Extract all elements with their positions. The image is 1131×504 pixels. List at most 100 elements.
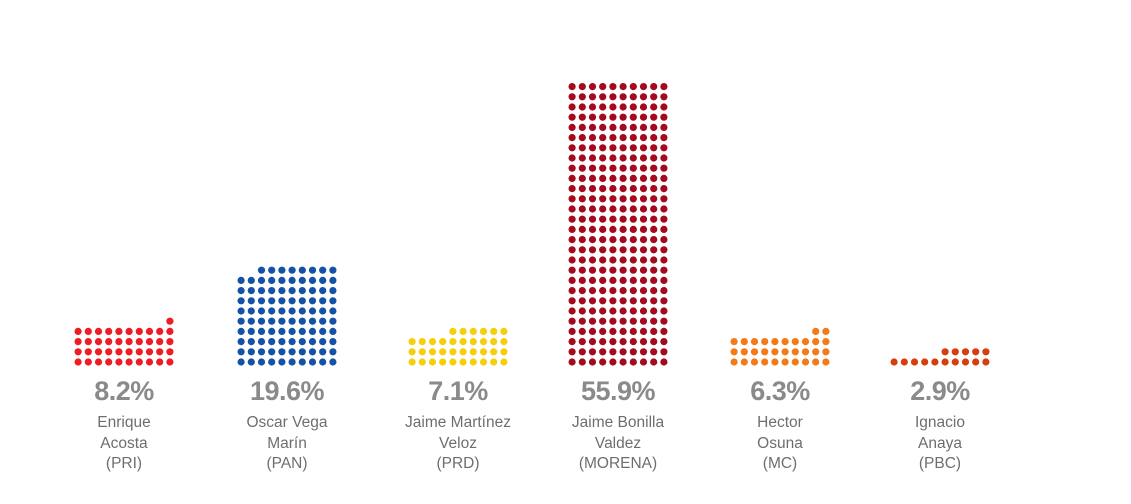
bar-dot xyxy=(609,338,617,346)
party-label: (PRI) xyxy=(105,455,143,472)
bar-dot xyxy=(639,256,648,264)
bar-dot xyxy=(588,195,597,203)
bar-dot xyxy=(568,276,576,284)
bar-dot xyxy=(115,358,123,366)
bar-dot xyxy=(578,113,586,121)
bar-dot xyxy=(599,144,607,152)
bar-dot xyxy=(449,348,457,356)
bar-dot xyxy=(166,317,174,325)
percent-label: 8.2% xyxy=(94,376,154,406)
candidate-name-line: Ignacio xyxy=(915,414,965,431)
bar-dot xyxy=(740,358,748,366)
bar-dot xyxy=(268,297,276,305)
bar-dot xyxy=(609,144,617,152)
bar-dot xyxy=(568,225,576,233)
bar-dot xyxy=(298,327,306,335)
bar-dot xyxy=(115,327,123,335)
bar-dot xyxy=(578,236,586,244)
bar-dot xyxy=(619,246,627,254)
bar-dot xyxy=(650,185,658,193)
bar-dot xyxy=(650,134,658,142)
bar-dot xyxy=(469,338,477,346)
bar-dot xyxy=(650,327,658,335)
bar-dot xyxy=(629,185,637,193)
bar-dot xyxy=(639,164,648,172)
bar-dot xyxy=(599,154,607,162)
bar-dot xyxy=(609,185,617,193)
bar-dot xyxy=(490,338,498,346)
bar-dot xyxy=(418,348,426,356)
bar-dot xyxy=(308,307,317,315)
bar-dot xyxy=(278,276,286,284)
bar-dot xyxy=(599,134,607,142)
bar-dot xyxy=(660,113,668,121)
bar-dot xyxy=(650,236,658,244)
bar-dot xyxy=(115,338,123,346)
bar-dot xyxy=(660,225,668,233)
bar-dot xyxy=(319,287,327,295)
bar-dot xyxy=(298,266,306,274)
bar-dot xyxy=(237,348,245,356)
bar-dot xyxy=(568,154,576,162)
bar-dot xyxy=(639,276,648,284)
bar-dot xyxy=(125,348,133,356)
bar-dot xyxy=(319,317,327,325)
bar-dot xyxy=(599,93,607,101)
bar-dot xyxy=(660,287,668,295)
bar-dot xyxy=(609,205,617,213)
bar-dot xyxy=(619,287,627,295)
bar-dot xyxy=(125,338,133,346)
bar-dot xyxy=(771,348,779,356)
bar-dot xyxy=(781,358,789,366)
bar-dot xyxy=(629,123,637,131)
percent-label: 6.3% xyxy=(750,376,810,406)
bar-dot xyxy=(578,123,586,131)
bar-dot xyxy=(639,266,648,274)
bar-dot xyxy=(740,338,748,346)
bar-dot xyxy=(619,225,627,233)
bar-dot xyxy=(268,287,276,295)
bar-dot xyxy=(588,134,597,142)
bar-dot xyxy=(639,134,648,142)
bar-dot xyxy=(650,195,658,203)
bar-dot xyxy=(288,287,296,295)
bar-dot xyxy=(660,103,668,111)
bar-dot xyxy=(619,276,627,284)
bar-dot xyxy=(619,144,627,152)
bar-dot xyxy=(408,348,416,356)
bar-dot xyxy=(629,164,637,172)
bar-dot xyxy=(650,317,658,325)
bar-dot xyxy=(609,174,617,182)
bar-dot xyxy=(650,174,658,182)
bar-dot xyxy=(319,327,327,335)
bar-dot xyxy=(578,297,586,305)
bar-dot xyxy=(660,307,668,315)
bar-dot xyxy=(288,338,296,346)
bar-dot xyxy=(578,358,586,366)
bar-dot xyxy=(660,164,668,172)
bar-dot xyxy=(568,164,576,172)
bar-dot xyxy=(599,287,607,295)
bar-dot xyxy=(578,215,586,223)
bar-dot xyxy=(650,256,658,264)
bar-dot xyxy=(278,327,286,335)
bar-dot xyxy=(619,185,627,193)
bar-dot xyxy=(791,348,799,356)
bar-dot xyxy=(650,113,658,121)
bar-dot xyxy=(609,215,617,223)
bar-dot xyxy=(257,307,266,315)
bar-dot xyxy=(619,154,627,162)
bar-dot xyxy=(247,276,255,284)
bar-dot xyxy=(568,144,576,152)
bar-dot xyxy=(650,225,658,233)
bar-dot xyxy=(801,358,810,366)
bar-dot xyxy=(599,256,607,264)
bar-dot xyxy=(629,225,637,233)
bar-dot xyxy=(459,348,467,356)
bar-dot xyxy=(268,358,276,366)
bar-dot xyxy=(619,338,627,346)
bar-dot xyxy=(568,307,576,315)
bar-dot xyxy=(921,358,929,366)
bar-dot xyxy=(771,338,779,346)
bar-dot xyxy=(609,246,617,254)
